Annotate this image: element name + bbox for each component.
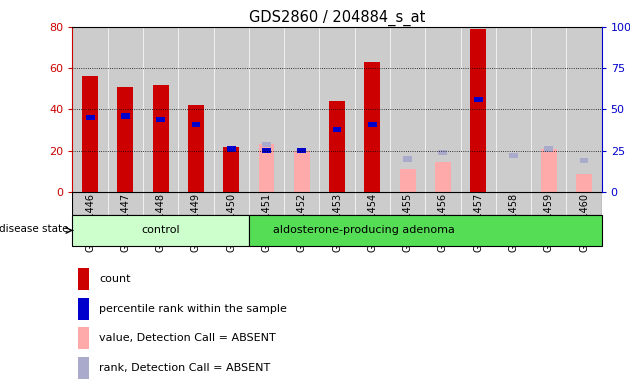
Bar <box>77 357 89 379</box>
Bar <box>425 27 461 192</box>
Text: GSM211449: GSM211449 <box>191 193 201 252</box>
Bar <box>435 162 451 192</box>
Bar <box>368 122 377 127</box>
Text: GSM211451: GSM211451 <box>261 193 272 252</box>
Bar <box>214 27 249 192</box>
Text: control: control <box>141 225 180 235</box>
Bar <box>294 151 310 192</box>
Text: aldosterone-producing adenoma: aldosterone-producing adenoma <box>273 225 454 235</box>
Bar <box>319 27 355 192</box>
Bar <box>284 192 319 215</box>
Bar <box>509 153 518 158</box>
Bar <box>121 113 130 119</box>
Bar <box>531 192 566 215</box>
Bar <box>143 192 178 215</box>
Bar <box>72 192 108 215</box>
Text: value, Detection Call = ABSENT: value, Detection Call = ABSENT <box>99 333 276 343</box>
Text: GSM211446: GSM211446 <box>85 193 95 252</box>
Text: GSM211460: GSM211460 <box>579 193 589 252</box>
Text: GSM211450: GSM211450 <box>226 193 236 252</box>
Text: GSM211459: GSM211459 <box>544 193 554 252</box>
Text: GSM211457: GSM211457 <box>473 193 483 252</box>
Bar <box>262 148 271 153</box>
Bar <box>143 27 178 192</box>
Bar <box>117 87 134 192</box>
Bar <box>319 192 355 215</box>
Bar <box>438 150 447 155</box>
Bar <box>86 115 94 120</box>
Bar <box>364 62 381 192</box>
Text: GSM211452: GSM211452 <box>297 193 307 252</box>
Bar <box>399 169 416 192</box>
Bar <box>329 101 345 192</box>
Bar <box>461 192 496 215</box>
Title: GDS2860 / 204884_s_at: GDS2860 / 204884_s_at <box>249 9 425 25</box>
Bar <box>249 192 284 215</box>
Bar <box>333 127 341 132</box>
Bar <box>77 268 89 290</box>
Bar <box>297 148 306 153</box>
Text: count: count <box>99 275 130 285</box>
Bar <box>108 192 143 215</box>
Text: percentile rank within the sample: percentile rank within the sample <box>99 304 287 314</box>
FancyBboxPatch shape <box>72 215 249 246</box>
Bar <box>152 85 169 192</box>
Bar <box>470 29 486 192</box>
Text: rank, Detection Call = ABSENT: rank, Detection Call = ABSENT <box>99 363 270 373</box>
Text: GSM211458: GSM211458 <box>508 193 518 252</box>
Bar <box>496 27 531 192</box>
Bar <box>576 174 592 192</box>
Bar <box>178 27 214 192</box>
Text: GSM211455: GSM211455 <box>403 193 413 252</box>
Bar <box>262 142 271 147</box>
Bar <box>249 27 284 192</box>
Bar <box>541 149 557 192</box>
Bar <box>355 192 390 215</box>
Bar <box>258 144 275 192</box>
Bar <box>580 158 588 163</box>
Bar <box>188 105 204 192</box>
Bar <box>227 146 236 152</box>
Text: GSM211448: GSM211448 <box>156 193 166 252</box>
Text: GSM211453: GSM211453 <box>332 193 342 252</box>
Bar <box>192 122 200 127</box>
Bar <box>108 27 143 192</box>
Bar <box>496 192 531 215</box>
Bar <box>544 146 553 152</box>
Bar <box>178 192 214 215</box>
Bar <box>390 27 425 192</box>
Bar <box>531 27 566 192</box>
Bar <box>425 192 461 215</box>
Bar <box>77 298 89 320</box>
Bar <box>214 192 249 215</box>
Bar <box>223 147 239 192</box>
Bar <box>390 192 425 215</box>
Bar <box>474 97 483 102</box>
Bar <box>77 327 89 349</box>
Text: GSM211447: GSM211447 <box>120 193 130 252</box>
FancyBboxPatch shape <box>249 215 602 246</box>
Text: disease state: disease state <box>0 224 69 234</box>
Bar <box>284 27 319 192</box>
Bar <box>403 156 412 162</box>
Text: GSM211456: GSM211456 <box>438 193 448 252</box>
Text: GSM211454: GSM211454 <box>367 193 377 252</box>
Bar <box>72 27 108 192</box>
Bar <box>566 192 602 215</box>
Bar <box>156 117 165 122</box>
Bar <box>82 76 98 192</box>
Bar <box>461 27 496 192</box>
Bar <box>566 27 602 192</box>
Bar <box>355 27 390 192</box>
